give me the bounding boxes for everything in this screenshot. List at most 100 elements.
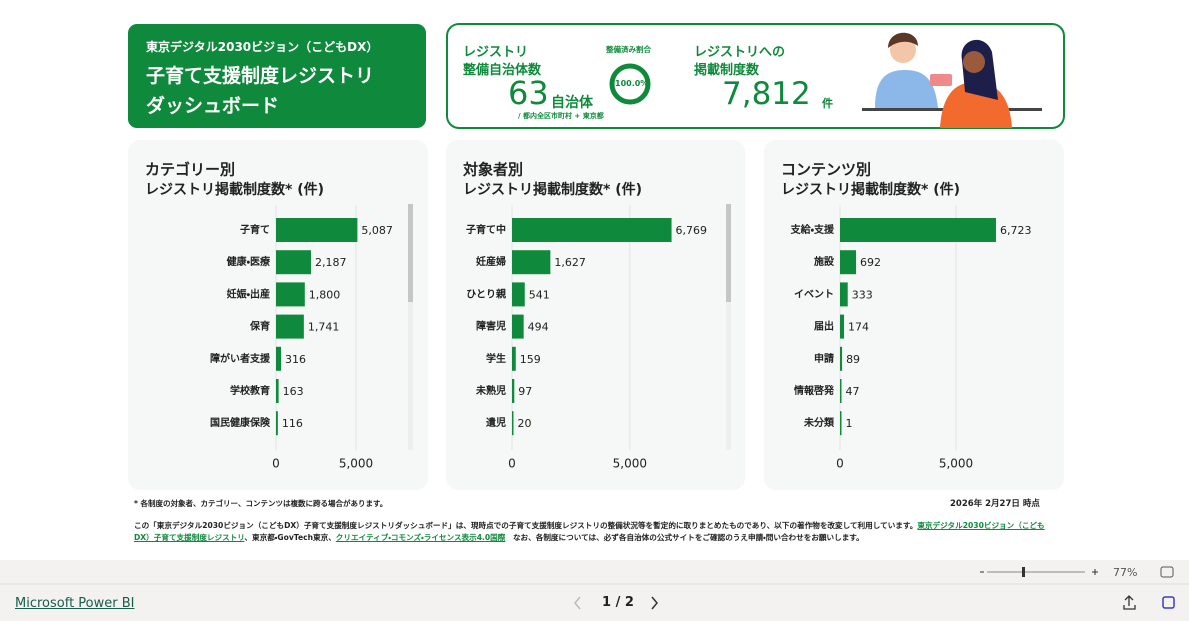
category-label: 支給・支援 (790, 223, 835, 236)
kpi-label: レジストリ (463, 45, 529, 60)
category-label: 保育 (249, 320, 270, 333)
category-label: 施設 (814, 255, 835, 268)
toolbar-bg (0, 560, 1189, 621)
value-label: 1 (846, 417, 853, 430)
category-label: 申請 (814, 352, 834, 365)
fullscreen-button[interactable] (1162, 596, 1175, 609)
bar (512, 218, 672, 242)
credit-text: なお、各制度については、必ず各自治体の公式サイトをご確認のうえ申請・問い合わせを… (505, 533, 864, 542)
x-tick-label: 5,000 (613, 457, 647, 471)
category-label: 子育て中 (466, 223, 506, 236)
as-of-date: 2026年 2月27日 時点 (950, 499, 1040, 509)
ratio-ring (609, 63, 651, 105)
kpi-label: レジストリへの (694, 45, 786, 60)
bar (840, 218, 996, 242)
header-title: 子育て支援制度レジストリ (146, 65, 375, 87)
header-title: ダッシュボード (146, 95, 280, 117)
bar (512, 379, 515, 403)
kpi-unit: 自治体 (551, 95, 593, 111)
header-box (128, 24, 426, 128)
bar (276, 282, 305, 307)
category-label: 健康・医療 (226, 255, 271, 268)
bar (276, 346, 282, 371)
value-label: 97 (518, 385, 532, 398)
category-label: 妊娠・出産 (227, 287, 270, 300)
scrollbar-track (408, 204, 413, 450)
value-label: 159 (520, 353, 541, 366)
bar (840, 250, 857, 275)
bar (276, 411, 278, 436)
category-label: イベント (794, 288, 834, 300)
value-label: 2,187 (315, 256, 347, 269)
value-label: 1,627 (554, 256, 586, 269)
value-label: 5,087 (361, 224, 393, 237)
bar (840, 346, 843, 371)
bar (276, 218, 358, 242)
category-label: 届出 (814, 320, 834, 333)
value-label: 174 (848, 321, 869, 334)
chart-title: 対象者別 (462, 161, 523, 179)
prev-page-button[interactable] (574, 596, 581, 610)
next-page-button[interactable] (651, 596, 658, 610)
ratio-value: 100.0% (615, 79, 649, 88)
zoom-level: 77% (1113, 566, 1138, 579)
category-label: 障害児 (476, 320, 506, 333)
bar (840, 379, 842, 403)
bar (276, 379, 279, 403)
category-label: 情報啓発 (794, 384, 835, 397)
credit-link[interactable]: 東京デジタル2030ビジョン（こどもDX）子育て支援制度レジストリ (134, 521, 1045, 542)
kpi-unit: 件 (822, 97, 833, 110)
bar (512, 282, 525, 307)
kpi-value: 7,812 (722, 76, 811, 112)
kpi-label: 整備自治体数 (463, 63, 542, 78)
category-label: 学校教育 (230, 384, 270, 397)
bar (840, 282, 848, 307)
value-label: 494 (528, 321, 549, 334)
value-label: 47 (846, 385, 860, 398)
value-label: 1,741 (308, 321, 340, 334)
value-label: 6,723 (1000, 224, 1032, 237)
bar (512, 411, 514, 436)
fit-page-button[interactable] (1160, 566, 1174, 578)
category-label: 子育て (240, 223, 270, 236)
credit-paragraph: この「東京デジタル2030ビジョン（こどもDX）子育て支援制度レジストリダッシュ… (134, 520, 1049, 544)
category-label: ひとり親 (466, 287, 506, 300)
value-label: 1,800 (309, 288, 341, 301)
value-label: 316 (285, 353, 306, 366)
license-link[interactable]: クリエイティブ・コモンズ・ライセンス表示4.0国際 (335, 533, 506, 542)
ratio-label: 整備済み割合 (606, 45, 651, 54)
value-label: 89 (846, 353, 860, 366)
category-label: 障がい者支援 (210, 352, 271, 365)
scrollbar-track (726, 204, 731, 450)
x-tick-label: 0 (836, 457, 844, 471)
bar (512, 346, 516, 371)
category-label: 未分類 (803, 416, 835, 429)
x-tick-label: 5,000 (339, 457, 373, 471)
bar (840, 314, 845, 339)
value-label: 163 (283, 385, 304, 398)
x-tick-label: 0 (272, 457, 280, 471)
bar (512, 314, 524, 339)
x-tick-label: 5,000 (939, 457, 973, 471)
chart-title: コンテンツ別 (781, 161, 871, 179)
scrollbar-thumb (726, 204, 731, 302)
category-label: 妊産婦 (476, 255, 506, 268)
illustration (862, 32, 1042, 128)
credit-text: 、東京都・GovTech東京、 (244, 533, 336, 542)
category-label: 未熟児 (475, 384, 506, 397)
zoom-slider[interactable] (980, 567, 1098, 577)
kpi-note: / 都内全区市町村 + 東京都 (518, 112, 604, 120)
footnote: * 各制度の対象者、カテゴリー、コンテンツは複数に跨る場合があります。 (134, 499, 388, 508)
kpi-label: 掲載制度数 (694, 63, 760, 78)
bar (840, 411, 842, 436)
page-indicator: 1 / 2 (602, 595, 634, 610)
value-label: 6,769 (676, 224, 708, 237)
category-label: 学生 (486, 352, 506, 365)
value-label: 116 (282, 417, 303, 430)
scrollbar-thumb (408, 204, 413, 302)
brand-link[interactable]: Microsoft Power BI (15, 596, 135, 611)
share-button[interactable] (1123, 595, 1136, 610)
category-label: 国民健康保険 (210, 416, 271, 429)
